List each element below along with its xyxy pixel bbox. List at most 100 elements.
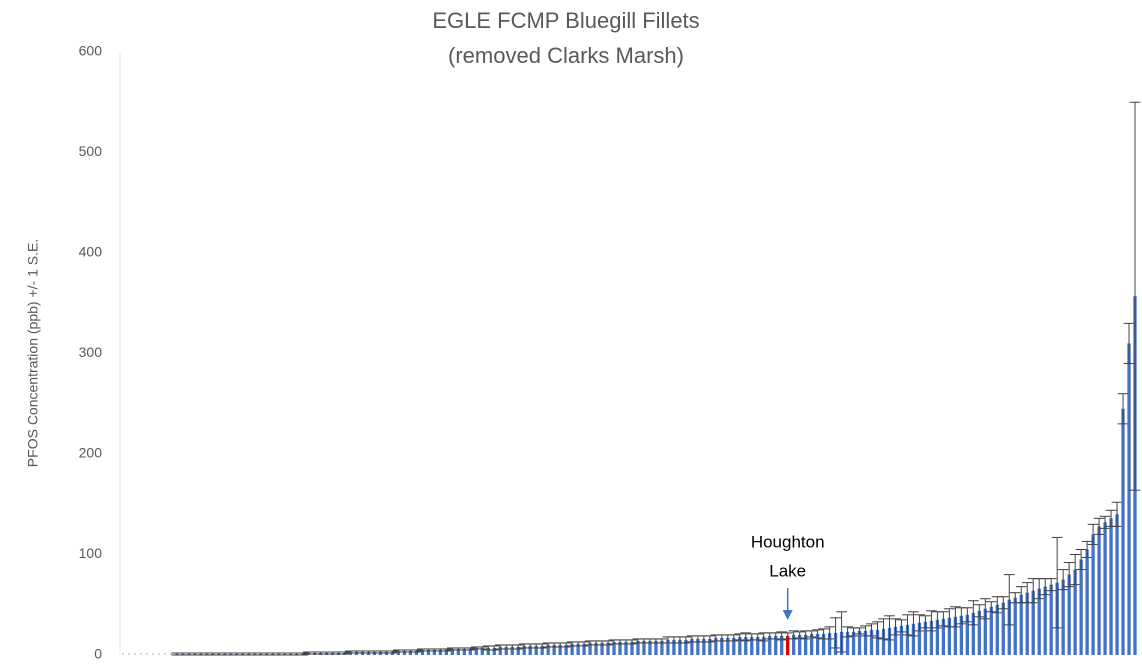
bar	[851, 631, 856, 655]
bar	[146, 653, 148, 655]
bar	[534, 645, 538, 655]
error-bar	[949, 606, 961, 628]
bar	[792, 634, 796, 655]
bar	[1031, 590, 1035, 655]
bar	[1103, 522, 1107, 655]
chart-title: EGLE FCMP Bluegill Fillets	[432, 8, 699, 33]
error-bar	[578, 641, 590, 647]
error-bar	[722, 634, 734, 642]
error-bar	[500, 644, 512, 650]
y-tick-label: 500	[79, 143, 103, 159]
bar	[450, 648, 454, 655]
error-bar	[1075, 548, 1087, 571]
bar	[965, 614, 969, 655]
error-bar	[650, 638, 662, 644]
error-bar	[698, 635, 710, 643]
bar	[558, 644, 562, 655]
bar	[923, 621, 928, 655]
error-bar	[728, 634, 740, 642]
error-bar	[614, 639, 626, 645]
bar	[1043, 586, 1047, 655]
error-bar	[1021, 582, 1033, 604]
bar	[1115, 514, 1119, 655]
bar	[815, 633, 820, 655]
bar	[1019, 594, 1023, 655]
bar	[899, 625, 904, 655]
error-bar	[674, 636, 686, 644]
error-bar	[590, 640, 602, 646]
error-bar	[1105, 509, 1117, 527]
bar	[804, 634, 808, 655]
error-bar	[746, 633, 758, 641]
bar	[444, 649, 449, 655]
error-bar	[812, 629, 824, 639]
bar	[164, 653, 166, 655]
error-bar	[896, 619, 907, 633]
bar	[432, 649, 437, 655]
error-bar	[776, 631, 788, 641]
bar	[995, 604, 999, 655]
bar	[1085, 549, 1089, 655]
error-bar	[620, 639, 632, 645]
error-bar	[734, 633, 746, 641]
error-bar	[680, 636, 692, 644]
bar	[1121, 408, 1125, 655]
bar	[720, 637, 724, 655]
bar	[714, 637, 718, 655]
bar	[642, 640, 646, 655]
bar	[462, 648, 466, 655]
error-bar	[716, 634, 728, 642]
bar	[678, 639, 682, 655]
error-bar	[668, 636, 680, 644]
bar	[774, 635, 778, 655]
bar	[1079, 559, 1083, 655]
bar	[857, 630, 862, 655]
error-bar	[704, 635, 716, 643]
y-tick-label: 300	[79, 344, 103, 360]
bar	[1109, 518, 1113, 655]
error-bar	[548, 642, 560, 648]
error-bar	[464, 647, 476, 651]
error-bar	[1051, 536, 1063, 629]
bar	[158, 653, 160, 655]
error-bar	[488, 645, 500, 651]
error-bar	[411, 649, 422, 653]
error-bar	[662, 636, 674, 644]
bar	[1061, 579, 1065, 655]
error-bar	[884, 615, 895, 641]
bar	[122, 653, 124, 655]
bar	[354, 651, 359, 655]
bar	[881, 628, 886, 655]
error-bar	[656, 638, 668, 644]
bar	[402, 650, 407, 655]
y-tick-label: 600	[79, 43, 103, 59]
bar	[780, 635, 784, 655]
bar	[786, 635, 790, 655]
annotation-text: Lake	[769, 561, 806, 580]
bar	[384, 651, 389, 655]
bar	[666, 639, 670, 655]
error-bar	[872, 621, 883, 639]
error-bar	[908, 611, 919, 637]
bar	[134, 653, 136, 655]
error-bar	[848, 627, 859, 637]
error-bar	[1057, 569, 1069, 591]
bar	[1073, 569, 1077, 655]
error-bar	[1009, 592, 1021, 604]
error-bar	[991, 596, 1003, 614]
error-bar	[782, 632, 794, 640]
bar	[576, 643, 580, 655]
error-bar	[830, 617, 841, 649]
bar	[630, 641, 634, 655]
error-bar	[1069, 554, 1081, 586]
error-bar	[770, 632, 782, 640]
error-bar	[997, 596, 1009, 610]
error-bar	[914, 614, 925, 632]
bar	[953, 616, 958, 655]
error-bar	[692, 635, 704, 643]
chart-subtitle: (removed Clarks Marsh)	[448, 43, 684, 68]
bar	[821, 633, 826, 655]
bar	[827, 632, 832, 655]
bar	[941, 618, 946, 655]
